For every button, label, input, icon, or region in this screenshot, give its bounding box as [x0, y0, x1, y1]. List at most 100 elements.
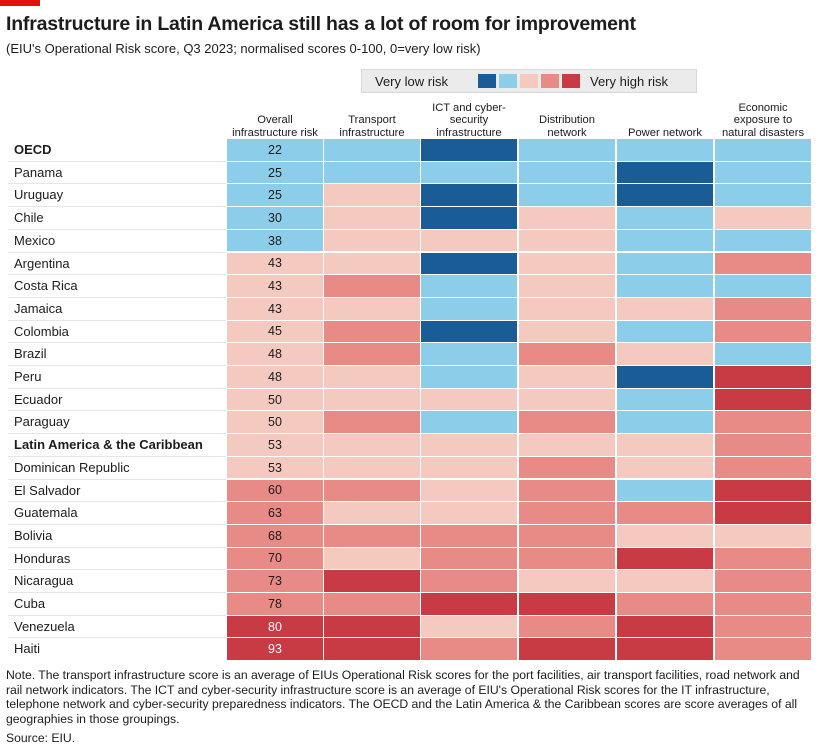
overall-score-cell: 53: [227, 434, 324, 457]
heat-cell: [324, 434, 421, 457]
chart-source: Source: EIU.: [6, 731, 76, 745]
heat-cell: [715, 456, 812, 480]
row-label: Peru: [14, 369, 42, 384]
heat-cell: [715, 366, 812, 389]
heat-cell: [715, 593, 812, 616]
heat-cell: [519, 184, 616, 208]
heat-cell: [421, 456, 518, 480]
overall-score-cell: 50: [227, 388, 324, 412]
row-label: Cuba: [14, 596, 46, 611]
column-header: Transport infrastructure: [339, 114, 405, 139]
row-divider: [8, 637, 226, 639]
heat-cell: [421, 524, 518, 548]
heat-cell: [324, 252, 421, 276]
row-label: Latin America & the Caribbean: [14, 437, 203, 453]
row-divider: [8, 501, 226, 503]
overall-score-cell: 30: [227, 207, 324, 230]
legend-swatch-2: [499, 74, 517, 88]
row-divider: [8, 319, 226, 321]
heat-cell: [715, 638, 812, 662]
heat-cell: [519, 593, 616, 616]
legend-swatch-1: [478, 74, 496, 88]
overall-score-cell: 68: [227, 524, 324, 548]
heat-cell: [715, 275, 812, 298]
row-label: Nicaragua: [14, 573, 74, 589]
heat-cell: [715, 479, 812, 503]
heat-cell: [421, 615, 518, 639]
heat-cell: [617, 207, 714, 230]
heat-cell: [324, 502, 421, 525]
heat-cell: [324, 161, 421, 185]
row-divider: [8, 592, 226, 593]
heat-cell: [421, 343, 518, 366]
legend-high-label: Very high risk: [590, 74, 669, 89]
heat-cell: [519, 252, 616, 276]
heat-cell: [617, 524, 714, 548]
overall-score-cell: 93: [227, 638, 324, 662]
row-label: Costa Rica: [14, 278, 78, 294]
heat-cell: [421, 570, 518, 593]
column-header: Distribution network: [539, 114, 595, 139]
legend-swatch-3: [520, 74, 538, 88]
row-label: Ecuador: [14, 391, 63, 407]
heat-cell: [617, 343, 714, 366]
heat-cell: [324, 184, 421, 208]
row-label: Chile: [14, 210, 44, 226]
row-divider: [8, 365, 226, 366]
row-label: OECD: [14, 142, 52, 157]
heat-cell: [324, 456, 421, 480]
row-label: Venezuela: [14, 618, 75, 634]
row-divider: [8, 206, 226, 208]
row-divider: [8, 183, 226, 185]
heat-cell: [617, 479, 714, 503]
row-divider: [8, 274, 226, 276]
heat-cell: [519, 615, 616, 639]
heat-cell: [617, 388, 714, 412]
row-divider: [8, 455, 226, 457]
heat-cell: [519, 366, 616, 389]
heat-cell: [519, 229, 616, 253]
heat-cell: [715, 161, 812, 185]
heat-cell: [519, 139, 616, 162]
legend-low-label: Very low risk: [375, 74, 448, 89]
heat-cell: [617, 320, 714, 344]
column-header: ICT and cyber-security infrastructure: [432, 101, 506, 139]
heat-cell: [324, 297, 421, 321]
chart-subtitle: (EIU's Operational Risk score, Q3 2023; …: [6, 41, 481, 56]
heat-cell: [519, 297, 616, 321]
heat-cell: [617, 161, 714, 185]
heat-cell: [519, 638, 616, 662]
row-divider: [8, 523, 226, 525]
heat-cell: [715, 184, 812, 208]
heat-cell: [715, 139, 812, 162]
row-divider: [8, 478, 226, 480]
heat-cell: [421, 161, 518, 185]
heat-cell: [324, 570, 421, 593]
overall-score-cell: 78: [227, 593, 324, 616]
heat-cell: [421, 252, 518, 276]
overall-score-cell: 25: [227, 161, 324, 185]
heat-cell: [617, 229, 714, 253]
heat-cell: [324, 547, 421, 571]
heat-cell: [617, 615, 714, 639]
heat-cell: [519, 275, 616, 298]
heat-cell: [617, 275, 714, 298]
heat-cell: [617, 502, 714, 525]
row-label: Uruguay: [14, 187, 64, 203]
overall-score-cell: 48: [227, 343, 324, 366]
row-divider: [8, 228, 226, 230]
heat-cell: [324, 275, 421, 298]
heat-cell: [324, 320, 421, 344]
heat-cell: [617, 434, 714, 457]
heat-cell: [421, 388, 518, 412]
heat-cell: [617, 638, 714, 662]
row-label: El Salvador: [14, 482, 81, 498]
heat-cell: [617, 252, 714, 276]
row-label: Guatemala: [14, 505, 78, 521]
overall-score-cell: 25: [227, 184, 324, 208]
heat-cell: [421, 479, 518, 503]
row-divider: [8, 387, 226, 389]
heat-cell: [519, 434, 616, 457]
heat-cell: [421, 593, 518, 616]
heat-cell: [617, 456, 714, 480]
